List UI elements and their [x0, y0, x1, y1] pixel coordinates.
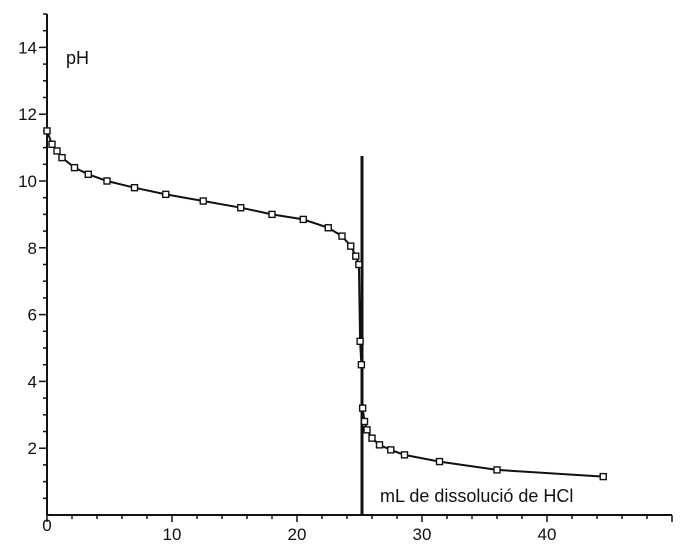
y-axis: 2 4 6 8 10 12 14 [18, 13, 48, 515]
data-point [324, 224, 332, 232]
data-point [268, 210, 276, 219]
data-point [360, 417, 369, 426]
data-point [347, 242, 355, 250]
data-point [435, 457, 444, 466]
data-point [368, 434, 376, 442]
y-tick-label: 6 [28, 306, 37, 325]
data-point [356, 337, 364, 346]
x-tick-label: 40 [538, 525, 557, 544]
data-point [355, 260, 363, 269]
y-tick-label: 12 [18, 105, 37, 124]
data-point [43, 127, 51, 135]
data-point [84, 170, 92, 179]
data-point [237, 204, 245, 212]
data-point [357, 361, 366, 369]
x-axis-label: mL de dissolució de HCl [380, 486, 573, 506]
data-point [363, 426, 371, 434]
data-point [103, 177, 111, 185]
x-axis: 0 10 20 30 40 [42, 514, 673, 544]
data-point [162, 190, 170, 199]
x-tick-label: 30 [413, 525, 432, 544]
y-tick-label: 14 [18, 38, 37, 57]
data-point [199, 197, 207, 205]
data-point [358, 404, 367, 412]
data-point [352, 252, 360, 260]
data-point [400, 451, 409, 459]
titration-curve [46, 130, 604, 478]
data-point [493, 466, 501, 474]
y-tick-label: 2 [28, 439, 37, 458]
data-point [299, 215, 307, 224]
x-tick-label: 0 [42, 516, 51, 535]
data-point [599, 472, 607, 481]
data-point [48, 140, 56, 148]
y-tick-label: 4 [28, 372, 37, 391]
data-point [375, 441, 384, 449]
data-markers [43, 127, 607, 481]
y-axis-label: pH [66, 48, 89, 68]
x-tick-label: 20 [288, 525, 307, 544]
y-tick-label: 10 [18, 172, 37, 191]
y-tick-label: 8 [28, 239, 37, 258]
data-point [130, 183, 139, 192]
data-point [70, 163, 79, 172]
x-tick-label: 10 [163, 525, 182, 544]
data-point [53, 147, 61, 155]
data-point [338, 232, 346, 240]
data-point [387, 446, 395, 454]
data-point [58, 153, 66, 162]
